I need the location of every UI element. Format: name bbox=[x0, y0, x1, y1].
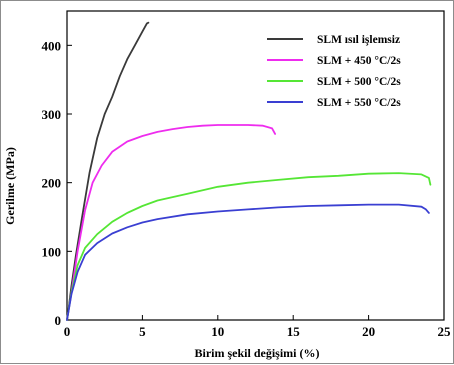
y-tick-label: 100 bbox=[42, 244, 62, 259]
series-line-1 bbox=[66, 21, 150, 321]
x-tick-label: 20 bbox=[362, 324, 375, 339]
series-line-3 bbox=[66, 172, 432, 321]
legend-label-1: SLM ısıl işlemsiz bbox=[317, 34, 400, 46]
axes: 0 5 10 15 20 25 0 100 200 300 400 bbox=[42, 10, 452, 339]
series-layer bbox=[66, 21, 432, 321]
series-line-2 bbox=[66, 124, 276, 321]
legend-label-3: SLM + 500 °C/2s bbox=[317, 76, 401, 88]
y-tick-label: 0 bbox=[55, 313, 62, 328]
x-tick-label: 0 bbox=[64, 324, 71, 339]
plot-area-border bbox=[66, 10, 445, 321]
legend: SLM ısıl işlemsiz SLM + 450 °C/2s SLM + 50… bbox=[267, 34, 401, 109]
x-tick-label: 10 bbox=[211, 324, 224, 339]
y-tick-label: 300 bbox=[42, 107, 62, 122]
series-line-4 bbox=[66, 203, 430, 321]
y-axis-label: Gerilme (MPa) bbox=[3, 147, 17, 225]
x-axis-label: Birim şekil değişimi (%) bbox=[195, 346, 320, 360]
y-tick-label: 200 bbox=[42, 176, 62, 191]
legend-label-2: SLM + 450 °C/2s bbox=[317, 55, 401, 67]
x-tick-label: 25 bbox=[438, 324, 452, 339]
legend-label-4: SLM + 550 °C/2s bbox=[317, 97, 401, 109]
x-tick-label: 5 bbox=[139, 324, 146, 339]
y-tick-label: 400 bbox=[42, 38, 62, 53]
x-tick-label: 15 bbox=[287, 324, 301, 339]
